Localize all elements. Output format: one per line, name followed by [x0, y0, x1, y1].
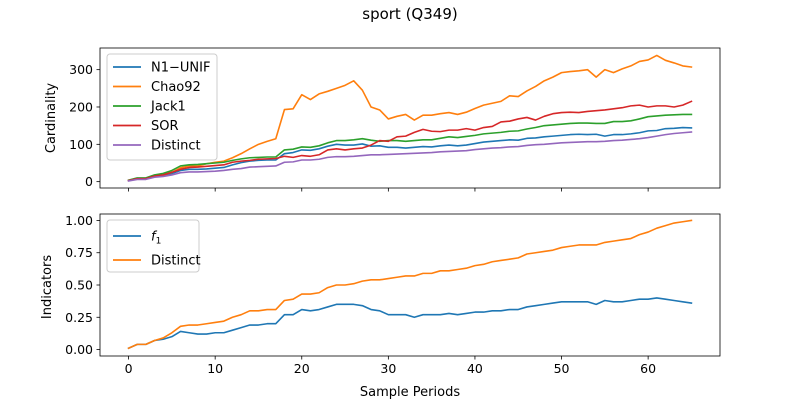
legend: f1 Distinct: [106, 219, 201, 273]
series-line-chao92: [127, 54, 693, 182]
legend-label-n1-unif: N1−UNIF: [151, 61, 210, 76]
x-tick-label: 30: [380, 361, 396, 376]
plot-frame: [99, 47, 721, 189]
series-line-distinct: [127, 131, 693, 182]
y-tick-label: 100: [69, 137, 93, 152]
y-tick-label: 0.00: [65, 342, 93, 357]
indicators-y-axis-label: Indicators: [40, 255, 55, 319]
legend-label-f1: f1: [151, 230, 161, 247]
x-tick-label: 60: [640, 361, 656, 376]
y-tick-label: 0.25: [65, 310, 93, 325]
legend-label-chao92: Chao92: [151, 80, 201, 95]
x-tick-label: 50: [554, 361, 570, 376]
x-tick-label: 10: [207, 361, 223, 376]
series-line-distinct: [127, 219, 693, 350]
y-tick-label: 300: [69, 62, 93, 77]
plot-frame: [99, 213, 721, 357]
series-line-n1-unif: [127, 126, 693, 182]
y-tick-label: 0.75: [65, 245, 93, 260]
legend-label-distinct: Distinct: [151, 139, 201, 154]
x-tick-label: 40: [467, 361, 483, 376]
legend-label-sor: SOR: [151, 119, 179, 134]
legend: N1−UNIF Chao92 Jack1 SOR Distinct: [106, 53, 218, 161]
legend-box: [106, 219, 200, 273]
y-tick-label: 0: [85, 174, 93, 189]
legend-label-jack1: Jack1: [150, 100, 186, 115]
legend-label-distinct: Distinct: [151, 254, 201, 269]
cardinality-y-axis-label: Cardinality: [44, 83, 59, 154]
indicators-plot-area: 0 10 20 30 40 50 60 0.00 0.25 0.50 0.75 1.00 f1 Disti…: [65, 213, 721, 376]
y-tick-label: 0.50: [65, 278, 93, 293]
y-tick-label: 200: [69, 99, 93, 114]
y-tick-label: 1.00: [65, 213, 93, 228]
chart-title: sport (Q349): [362, 5, 457, 23]
series-line-jack1: [127, 113, 693, 182]
series-line-f1: [127, 297, 693, 350]
x-tick-label: 20: [294, 361, 310, 376]
legend-box: [106, 53, 218, 161]
x-tick-label: 0: [125, 361, 133, 376]
series-line-sor: [127, 100, 693, 182]
indicators-panel: 0 10 20 30 40 50 60 0.00 0.25 0.50 0.75 1.00 f1 Disti…: [40, 213, 721, 376]
cardinality-plot-area: 0 100 200 300 N1−UNIF Chao92 Jack1 SOR Distinct: [69, 47, 721, 192]
x-axis-label: Sample Periods: [360, 385, 460, 400]
